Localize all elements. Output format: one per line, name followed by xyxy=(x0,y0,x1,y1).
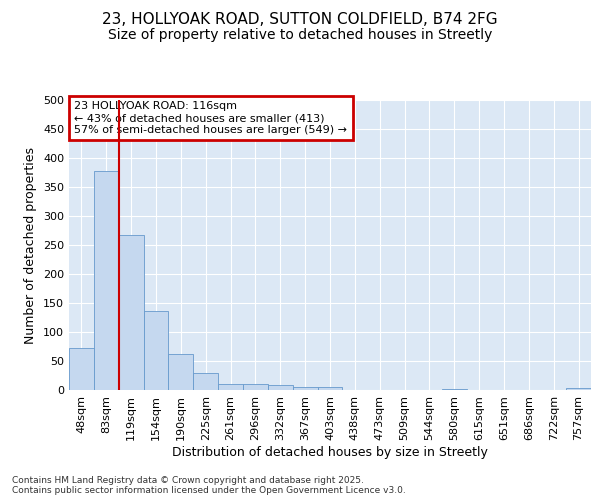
Bar xyxy=(293,387,317,390)
Bar xyxy=(243,384,268,390)
Text: 23, HOLLYOAK ROAD, SUTTON COLDFIELD, B74 2FG: 23, HOLLYOAK ROAD, SUTTON COLDFIELD, B74… xyxy=(102,12,498,28)
Bar xyxy=(218,384,243,390)
Bar xyxy=(268,386,293,390)
Text: Contains HM Land Registry data © Crown copyright and database right 2025.
Contai: Contains HM Land Registry data © Crown c… xyxy=(12,476,406,495)
Bar xyxy=(442,389,467,390)
X-axis label: Distribution of detached houses by size in Streetly: Distribution of detached houses by size … xyxy=(172,446,488,458)
Bar xyxy=(317,387,343,390)
Bar xyxy=(69,348,94,390)
Bar xyxy=(119,234,143,390)
Y-axis label: Number of detached properties: Number of detached properties xyxy=(25,146,37,344)
Bar xyxy=(566,388,591,390)
Bar xyxy=(143,311,169,390)
Bar xyxy=(193,373,218,390)
Text: Size of property relative to detached houses in Streetly: Size of property relative to detached ho… xyxy=(108,28,492,42)
Bar xyxy=(94,171,119,390)
Text: 23 HOLLYOAK ROAD: 116sqm
← 43% of detached houses are smaller (413)
57% of semi-: 23 HOLLYOAK ROAD: 116sqm ← 43% of detach… xyxy=(74,102,347,134)
Bar xyxy=(169,354,193,390)
